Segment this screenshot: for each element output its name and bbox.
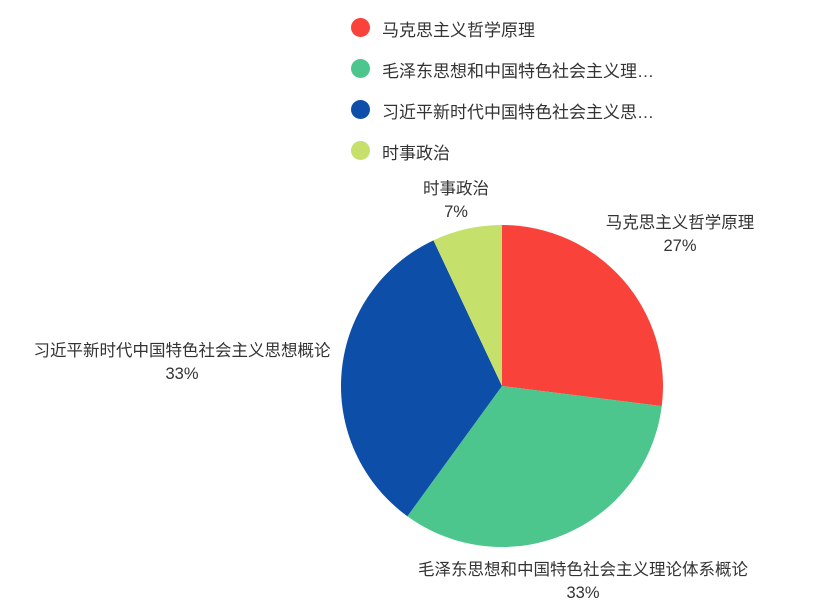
- svg-text:33%: 33%: [566, 584, 599, 602]
- svg-text:毛泽东思想和中国特色社会主义理论体系概论: 毛泽东思想和中国特色社会主义理论体系概论: [418, 560, 749, 579]
- svg-text:33%: 33%: [165, 365, 198, 383]
- svg-text:7%: 7%: [444, 203, 468, 221]
- svg-text:时事政治: 时事政治: [423, 179, 489, 198]
- svg-text:27%: 27%: [663, 237, 696, 255]
- svg-text:习近平新时代中国特色社会主义思想概论: 习近平新时代中国特色社会主义思想概论: [34, 341, 332, 360]
- svg-text:马克思主义哲学原理: 马克思主义哲学原理: [606, 213, 755, 232]
